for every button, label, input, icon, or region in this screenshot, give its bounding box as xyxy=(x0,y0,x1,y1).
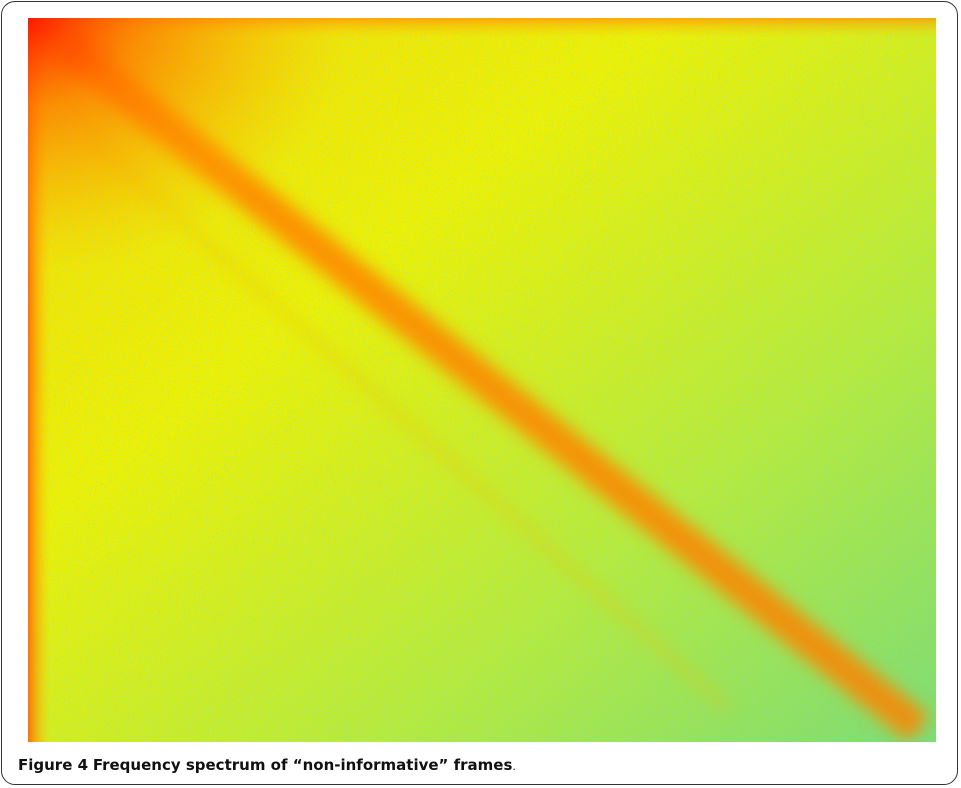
corner-glow xyxy=(28,18,936,742)
figure-label: Figure 4 xyxy=(18,756,89,774)
caption-end: . xyxy=(512,760,516,773)
figure-caption: Figure 4 Frequency spectrum of “non-info… xyxy=(18,756,516,774)
caption-text: Frequency spectrum of “non-informative” … xyxy=(92,756,513,774)
spectrum-image xyxy=(28,18,936,742)
